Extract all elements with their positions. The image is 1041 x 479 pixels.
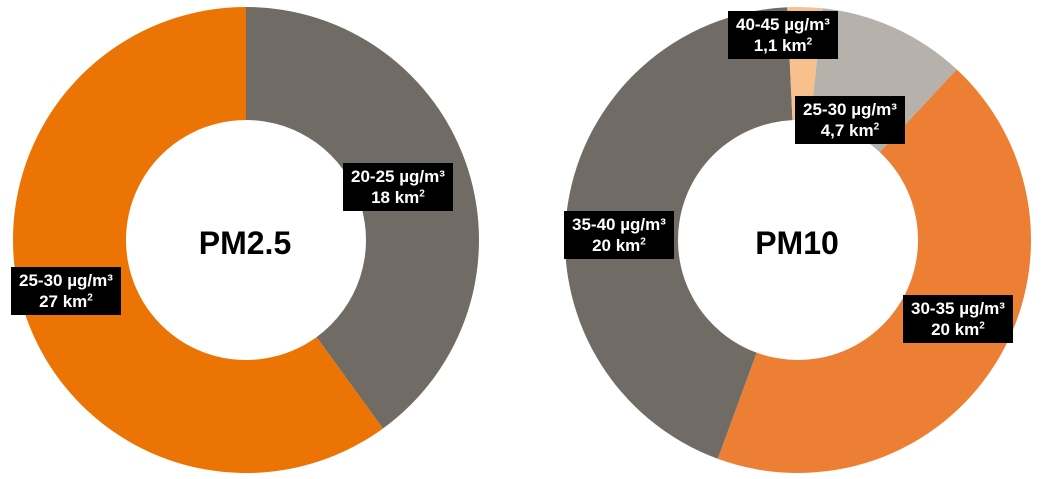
pm10-label-35-40-area: 20 km <box>592 236 641 255</box>
pm10-label-35-40-area-line: 20 km2 <box>572 235 666 256</box>
pm10-label-25-30-area-exp: 2 <box>873 121 880 133</box>
pm10-label-30-35-area-line: 20 km2 <box>911 319 1005 340</box>
pm10-label-40-45-area: 1,1 km <box>753 36 807 55</box>
pm25-slice-0 <box>246 7 479 429</box>
pm10-label-40-45-area-exp: 2 <box>806 36 813 48</box>
pm25-label-25-30: 25-30 µg/m³ 27 km2 <box>11 267 121 315</box>
pm10-slice-2 <box>565 7 793 459</box>
pm10-label-25-30-area-line: 4,7 km2 <box>803 120 897 141</box>
pm25-label-20-25-area-line: 18 km2 <box>351 187 445 208</box>
pm10-label-35-40-range: 35-40 µg/m³ <box>572 215 666 234</box>
pm25-label-20-25-range: 20-25 µg/m³ <box>351 167 445 186</box>
pm10-label-30-35-area-exp: 2 <box>979 320 985 332</box>
pm10-label-30-35: 30-35 µg/m³ 20 km2 <box>903 295 1013 343</box>
pm10-label-35-40-area-exp: 2 <box>640 236 646 248</box>
pm10-label-40-45: 40-45 µg/m³ 1,1 km2 <box>728 11 838 59</box>
pm10-label-25-30-area: 4,7 km <box>820 121 874 140</box>
pm25-label-20-25: 20-25 µg/m³ 18 km2 <box>343 163 453 211</box>
pm25-title: PM2.5 <box>198 225 292 261</box>
pm10-label-30-35-range: 30-35 µg/m³ <box>911 299 1005 318</box>
pm10-label-40-45-area-line: 1,1 km2 <box>736 35 830 56</box>
pm25-label-25-30-area-line: 27 km2 <box>19 291 113 312</box>
pm25-label-25-30-range: 25-30 µg/m³ <box>19 271 113 290</box>
pm10-title: PM10 <box>755 225 839 261</box>
pm10-label-35-40: 35-40 µg/m³ 20 km2 <box>564 211 674 259</box>
pm10-label-40-45-range: 40-45 µg/m³ <box>736 15 830 34</box>
pm25-slice-1 <box>12 7 383 473</box>
pm25-label-25-30-area-exp: 2 <box>87 292 93 304</box>
pm10-label-25-30: 25-30 µg/m³ 4,7 km2 <box>795 96 905 144</box>
pm10-label-25-30-range: 25-30 µg/m³ <box>803 100 897 119</box>
pm10-label-30-35-area: 20 km <box>931 320 980 339</box>
pm25-label-25-30-area: 27 km <box>39 292 88 311</box>
pm25-label-20-25-area: 18 km <box>371 188 420 207</box>
pm25-label-20-25-area-exp: 2 <box>419 188 425 200</box>
pm10-slice-1 <box>717 69 1031 473</box>
